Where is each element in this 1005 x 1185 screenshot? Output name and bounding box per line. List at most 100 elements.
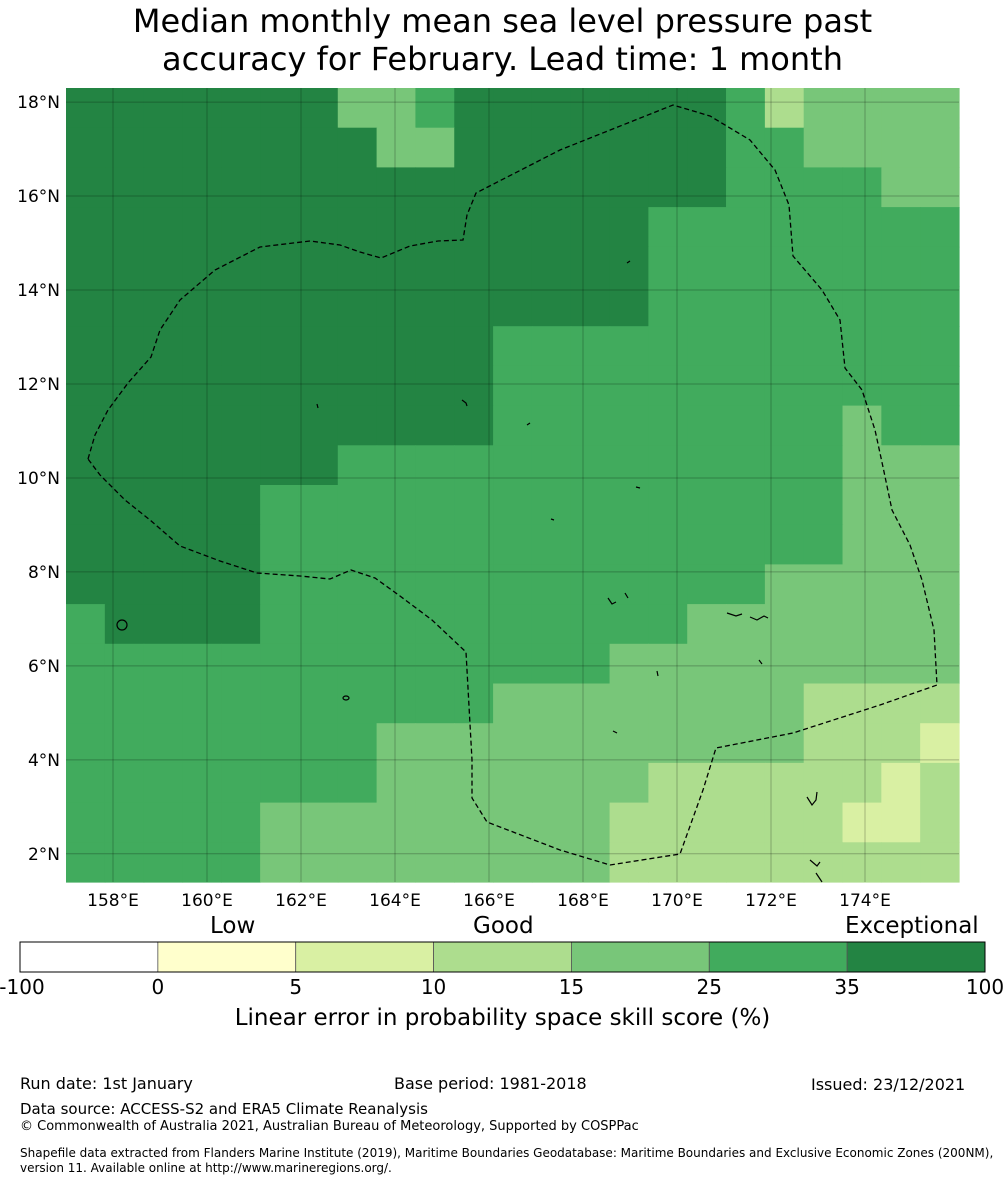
skill-cell: [842, 207, 882, 248]
lon-tick-label: 170°E: [651, 891, 703, 911]
skill-cell: [920, 445, 960, 486]
skill-cell: [493, 246, 533, 288]
skill-cell: [104, 167, 145, 208]
skill-cell: [376, 326, 417, 367]
skill-cell: [881, 802, 921, 843]
skill-cell: [454, 643, 494, 685]
skill-cell: [454, 842, 494, 883]
skill-cell: [415, 286, 455, 327]
skill-cell: [143, 88, 184, 129]
skill-cell: [570, 326, 611, 367]
skill-cell: [298, 762, 339, 804]
skill-cell: [415, 643, 455, 685]
skill-cell: [221, 88, 261, 129]
skill-cell: [803, 167, 844, 208]
skill-cell: [570, 167, 611, 208]
skill-cell: [260, 604, 300, 645]
skill-cell: [726, 723, 766, 764]
skill-cell: [143, 445, 184, 486]
skill-cell: [104, 326, 145, 367]
lon-tick-label: 160°E: [181, 891, 233, 911]
chart-title: Median monthly mean sea level pressure p…: [0, 2, 1005, 78]
skill-cell: [687, 405, 727, 446]
skill-cell: [337, 564, 378, 605]
skill-cell: [221, 683, 261, 724]
skill-cell: [881, 167, 921, 208]
skill-cell: [842, 604, 882, 645]
skill-cell: [570, 405, 611, 446]
skill-cell: [842, 524, 882, 565]
skill-cell: [531, 604, 572, 645]
skill-cell: [260, 723, 300, 764]
shapefile-credit: Shapefile data extracted from Flanders M…: [20, 1146, 994, 1175]
skill-cell: [260, 207, 300, 248]
skill-cell: [493, 207, 533, 248]
skill-cell: [687, 88, 727, 129]
skill-cell: [764, 683, 805, 724]
skill-cell: [648, 365, 688, 407]
skill-cell: [337, 405, 378, 446]
skill-cell: [687, 326, 727, 367]
skill-cell: [337, 802, 378, 843]
lat-tick-label: 14°N: [17, 281, 60, 301]
colorbar-tick-label: 5: [289, 975, 303, 999]
skill-cell: [415, 842, 455, 883]
skill-cell: [648, 564, 688, 605]
skill-cell: [143, 683, 184, 724]
skill-cell: [531, 802, 572, 843]
lon-tick-label: 168°E: [557, 891, 609, 911]
skill-cell: [298, 564, 339, 605]
skill-cell: [376, 405, 417, 446]
skill-cell: [298, 246, 339, 288]
skill-cell: [531, 643, 572, 685]
skill-cell: [570, 604, 611, 645]
skill-cell: [609, 88, 649, 129]
skill-cell: [803, 643, 844, 685]
skill-cell: [726, 485, 766, 526]
lat-tick-label: 2°N: [28, 845, 60, 865]
skill-cell: [454, 286, 494, 327]
skill-cell: [454, 485, 494, 526]
skill-cell: [881, 564, 921, 605]
skill-cell: [493, 88, 533, 129]
skill-cell: [570, 485, 611, 526]
skill-cell: [726, 842, 766, 883]
skill-cell: [842, 564, 882, 605]
skill-cell: [376, 564, 417, 605]
skill-cell: [493, 485, 533, 526]
skill-cell: [66, 643, 106, 685]
skill-cell: [687, 207, 727, 248]
skill-cell: [337, 445, 378, 486]
skill-cell: [66, 604, 106, 645]
lon-tick-label: 164°E: [369, 891, 421, 911]
skill-cell: [493, 524, 533, 565]
skill-cell: [648, 88, 688, 129]
skill-cell: [531, 246, 572, 288]
skill-cell: [298, 286, 339, 327]
skill-cell: [104, 723, 145, 764]
skill-cell: [687, 564, 727, 605]
skill-cell: [803, 683, 844, 724]
skill-cell: [415, 485, 455, 526]
colorbar-label-exceptional: Exceptional: [845, 913, 979, 939]
lat-tick-label: 10°N: [17, 469, 60, 489]
skill-cell: [764, 405, 805, 446]
skill-cell: [298, 643, 339, 685]
skill-cell: [415, 167, 455, 208]
skill-cell: [454, 405, 494, 446]
skill-cell: [337, 604, 378, 645]
skill-cell: [260, 485, 300, 526]
skill-cell: [687, 683, 727, 724]
skill-cell: [920, 167, 960, 208]
skill-cell: [376, 762, 417, 804]
skill-cell: [609, 127, 649, 168]
skill-cell: [726, 88, 766, 129]
skill-cell: [531, 564, 572, 605]
skill-cell: [376, 207, 417, 248]
skill-cell: [609, 643, 649, 685]
skill-cell: [881, 485, 921, 526]
colorbar-tick-label: 100: [965, 975, 1005, 999]
skill-cell: [687, 445, 727, 486]
skill-cell: [842, 286, 882, 327]
skill-cell: [881, 127, 921, 168]
